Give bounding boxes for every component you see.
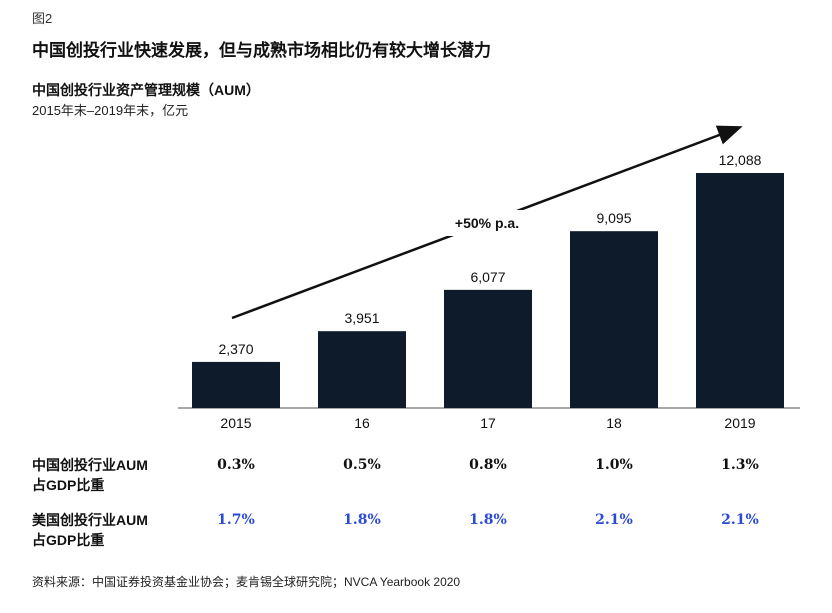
growth-label-background: [442, 210, 532, 236]
value-label-2015: 2,370: [218, 341, 253, 357]
x-tick-label-18: 18: [606, 415, 622, 431]
table-cell: 0.5%: [343, 457, 381, 473]
table-cell: 1.8%: [469, 512, 507, 528]
row-label-line1: 美国创投行业AUM: [32, 512, 148, 528]
row-label-line2: 占GDP比重: [32, 532, 105, 548]
table-cell: 1.0%: [595, 457, 633, 473]
bar-2019: [696, 173, 784, 408]
table-cell: 2.1%: [721, 512, 759, 528]
value-label-16: 3,951: [344, 310, 379, 326]
x-tick-label-16: 16: [354, 415, 370, 431]
bar-18: [570, 231, 658, 408]
table-cell: 0.8%: [469, 457, 507, 473]
chart-title: 中国创投行业资产管理规模（AUM）: [32, 82, 260, 98]
bar-2015: [192, 361, 280, 408]
x-tick-label-2019: 2019: [724, 415, 755, 431]
value-label-17: 6,077: [470, 269, 505, 285]
row-label-line1: 中国创投行业AUM: [32, 457, 148, 473]
bar-17: [444, 289, 532, 408]
table-row-label: 中国创投行业AUM 占GDP比重: [32, 455, 148, 495]
row-label-line2: 占GDP比重: [32, 477, 105, 493]
table-cell: 2.1%: [595, 512, 633, 528]
table-cell: 1.8%: [343, 512, 381, 528]
growth-annotation: +50% p.a.: [455, 215, 519, 231]
bar-16: [318, 331, 406, 408]
chart-subtitle: 2015年末–2019年末，亿元: [32, 103, 189, 118]
source-note: 资料来源：中国证券投资基金业协会；麦肯锡全球研究院；NVCA Yearbook …: [32, 575, 461, 589]
figure-label: 图2: [32, 11, 53, 26]
table-row-label: 美国创投行业AUM 占GDP比重: [32, 510, 148, 550]
value-label-18: 9,095: [596, 210, 631, 226]
x-tick-label-2015: 2015: [220, 415, 251, 431]
table-cell: 1.7%: [217, 512, 255, 528]
main-title: 中国创投行业快速发展，但与成熟市场相比仍有较大增长潜力: [32, 41, 491, 61]
table-cell: 0.3%: [217, 457, 255, 473]
table-cell: 1.3%: [721, 457, 759, 473]
x-tick-label-17: 17: [480, 415, 496, 431]
value-label-2019: 12,088: [719, 152, 762, 168]
